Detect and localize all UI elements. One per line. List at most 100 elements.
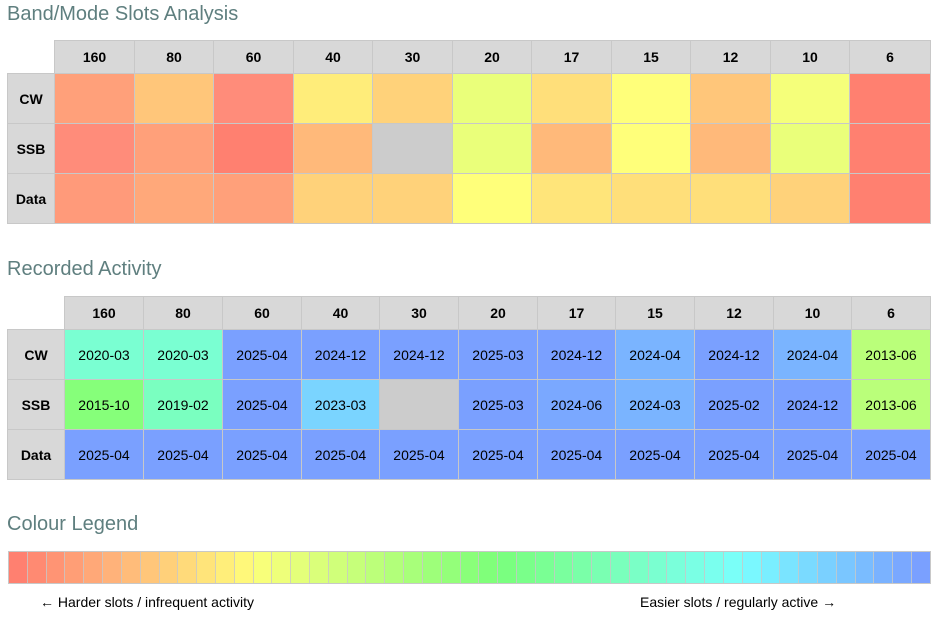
legend-swatch (103, 552, 122, 583)
legend-swatch (874, 552, 894, 583)
activity-cell-data-6: 2025-04 (851, 429, 931, 480)
band-header-30: 30 (372, 40, 453, 74)
slot-cell-ssb-20 (452, 123, 532, 174)
band-header-60: 60 (222, 296, 302, 330)
activity-cell-data-40: 2025-04 (301, 429, 380, 480)
legend-swatch (799, 552, 818, 583)
activity-cell-data-60: 2025-04 (222, 429, 302, 480)
legend-swatch (27, 552, 47, 583)
activity-cell-ssb-80: 2019-02 (143, 379, 223, 430)
activity-cell-ssb-20: 2025-03 (458, 379, 538, 430)
mode-header-cw: CW (7, 73, 55, 124)
legend-swatch (272, 552, 292, 583)
slot-cell-data-30 (372, 173, 453, 224)
slot-cell-ssb-30 (372, 123, 453, 174)
slot-cell-data-60 (213, 173, 294, 224)
legend-swatch (366, 552, 386, 583)
legend-swatch (498, 552, 517, 583)
activity-cell-data-10: 2025-04 (773, 429, 852, 480)
band-header-17: 17 (531, 40, 612, 74)
legend-swatch (46, 552, 66, 583)
slot-cell-ssb-40 (293, 123, 373, 174)
slot-row-cw: CW (7, 73, 931, 124)
activity-cell-cw-17: 2024-12 (537, 329, 616, 380)
slot-cell-cw-20 (452, 73, 532, 124)
mode-header-cw: CW (7, 329, 65, 380)
slot-cell-ssb-60 (213, 123, 294, 174)
band-header-20: 20 (458, 296, 538, 330)
band-header-12: 12 (694, 296, 774, 330)
slot-cell-data-40 (293, 173, 373, 224)
legend-swatch (422, 552, 442, 583)
legend-swatch (592, 552, 611, 583)
slot-cell-cw-17 (531, 73, 612, 124)
slot-cell-cw-60 (213, 73, 294, 124)
band-header-160: 160 (54, 40, 135, 74)
recorded-activity-table: 160 80 60 40 30 20 17 15 12 10 6 CW 2020-03 2020-03 2… (7, 296, 931, 480)
legend-swatch (159, 552, 179, 583)
activity-cell-data-80: 2025-04 (143, 429, 223, 480)
legend-swatch (912, 552, 930, 583)
legend-swatch (742, 552, 762, 583)
band-header-15: 15 (615, 296, 695, 330)
slot-cell-cw-30 (372, 73, 453, 124)
slot-row-ssb: SSB (7, 123, 931, 174)
activity-cell-cw-160: 2020-03 (64, 329, 144, 380)
activity-cell-cw-30: 2024-12 (379, 329, 459, 380)
activity-cell-ssb-17: 2024-06 (537, 379, 616, 430)
slot-cell-ssb-17 (531, 123, 612, 174)
activity-cell-cw-20: 2025-03 (458, 329, 538, 380)
legend-swatch (648, 552, 668, 583)
band-header-60: 60 (213, 40, 294, 74)
legend-swatch (573, 552, 593, 583)
band-header-6: 6 (849, 40, 931, 74)
legend-swatch (9, 552, 28, 583)
legend-swatch (197, 552, 216, 583)
activity-cell-ssb-60: 2025-04 (222, 379, 302, 430)
band-header-40: 40 (301, 296, 380, 330)
slot-cell-cw-40 (293, 73, 373, 124)
band-header-6: 6 (851, 296, 931, 330)
legend-title: Colour Legend (7, 513, 139, 535)
legend-swatch (780, 552, 800, 583)
legend-left-label: ← Harder slots / infrequent activity (40, 594, 254, 610)
legend-right-label: Easier slots / regularly active → (640, 594, 837, 610)
slot-cell-ssb-6 (849, 123, 931, 174)
slot-cell-cw-80 (134, 73, 214, 124)
legend-swatch (347, 552, 367, 583)
slot-cell-cw-15 (611, 73, 691, 124)
slot-cell-data-20 (452, 173, 532, 224)
activity-cell-cw-6: 2013-06 (851, 329, 931, 380)
activity-cell-cw-40: 2024-12 (301, 329, 380, 380)
slot-cell-data-80 (134, 173, 214, 224)
legend-swatch (328, 552, 348, 583)
activity-row-ssb: SSB 2015-10 2019-02 2025-04 2023-03 2025-03 20… (7, 379, 931, 430)
activity-cell-ssb-160: 2015-10 (64, 379, 144, 430)
slot-cell-data-10 (770, 173, 850, 224)
legend-swatch (479, 552, 499, 583)
activity-cell-ssb-10: 2024-12 (773, 379, 852, 430)
legend-swatch (817, 552, 837, 583)
analysis-title: Band/Mode Slots Analysis (7, 3, 239, 25)
band-header-30: 30 (379, 296, 459, 330)
activity-cell-ssb-30 (379, 379, 459, 430)
legend-swatch (140, 552, 160, 583)
slot-cell-cw-10 (770, 73, 850, 124)
activity-cell-ssb-12: 2025-02 (694, 379, 774, 430)
legend-swatch (836, 552, 856, 583)
slot-cell-data-15 (611, 173, 691, 224)
activity-cell-data-17: 2025-04 (537, 429, 616, 480)
activity-cell-cw-60: 2025-04 (222, 329, 302, 380)
band-header-15: 15 (611, 40, 691, 74)
legend-swatch (535, 552, 555, 583)
slot-cell-data-160 (54, 173, 135, 224)
legend-swatch (855, 552, 875, 583)
slot-cell-data-12 (690, 173, 771, 224)
legend-swatch (723, 552, 743, 583)
corner-cell (8, 297, 65, 330)
band-header-10: 10 (770, 40, 850, 74)
activity-row-cw: CW 2020-03 2020-03 2025-04 2024-12 2024-12 202… (7, 329, 931, 380)
activity-cell-data-20: 2025-04 (458, 429, 538, 480)
slot-cell-cw-12 (690, 73, 771, 124)
mode-header-data: Data (7, 429, 65, 480)
